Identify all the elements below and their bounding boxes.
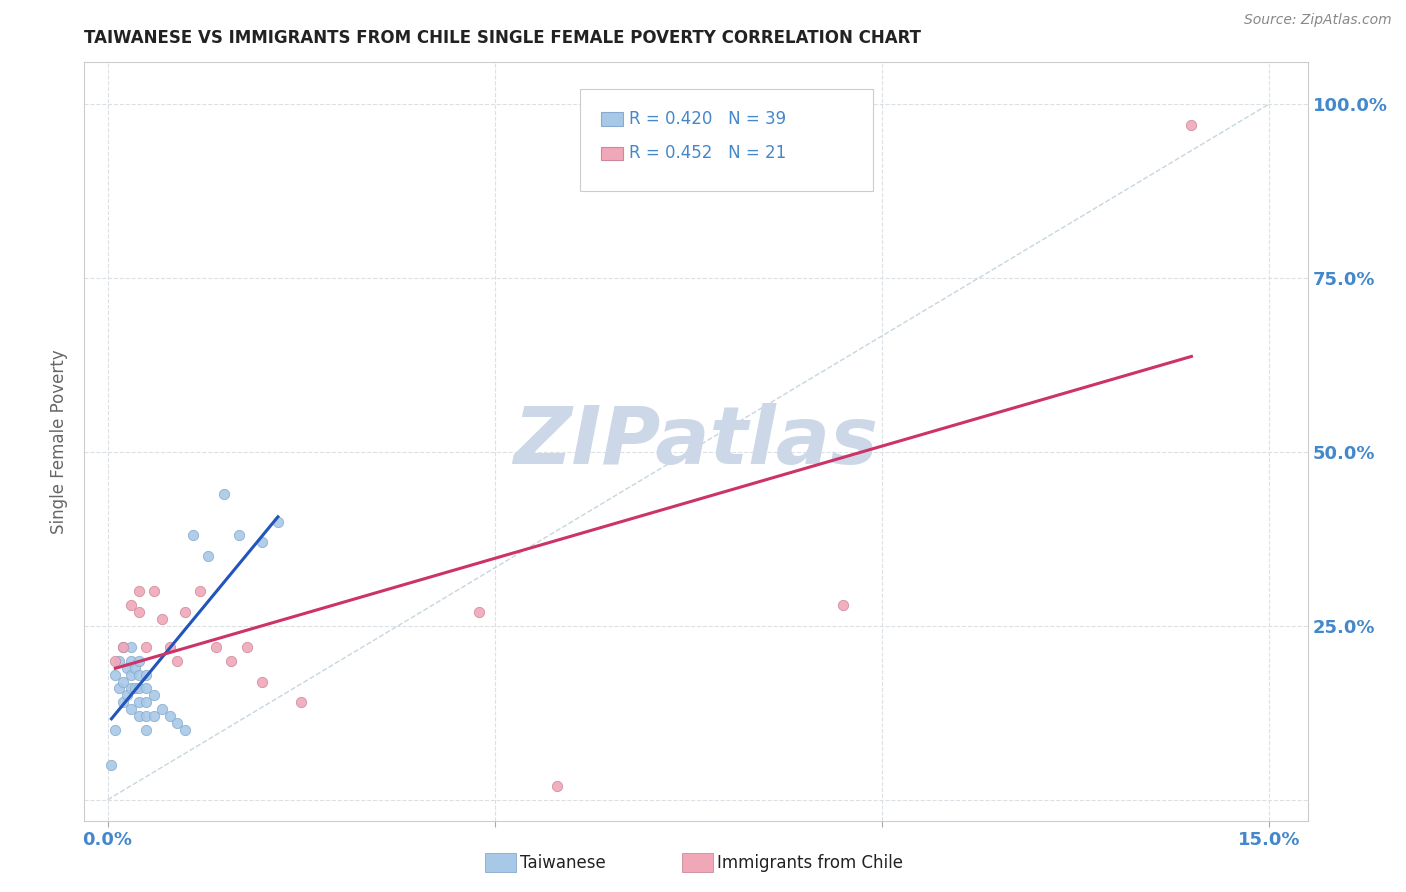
Y-axis label: Single Female Poverty: Single Female Poverty	[51, 350, 69, 533]
Text: R = 0.452   N = 21: R = 0.452 N = 21	[628, 145, 786, 162]
Point	[135, 695, 157, 709]
Point	[135, 640, 157, 654]
Point	[468, 605, 491, 619]
FancyBboxPatch shape	[600, 112, 623, 126]
Point	[104, 654, 127, 668]
Point	[197, 549, 219, 564]
FancyBboxPatch shape	[579, 89, 873, 191]
Point	[212, 486, 235, 500]
Point	[150, 702, 173, 716]
Point	[135, 667, 157, 681]
Point	[267, 515, 290, 529]
Point	[166, 716, 188, 731]
Point	[143, 584, 166, 599]
Point	[174, 723, 197, 738]
Point	[120, 702, 142, 716]
Point	[120, 681, 142, 696]
Text: TAIWANESE VS IMMIGRANTS FROM CHILE SINGLE FEMALE POVERTY CORRELATION CHART: TAIWANESE VS IMMIGRANTS FROM CHILE SINGL…	[84, 29, 921, 47]
Point	[236, 640, 259, 654]
Point	[190, 584, 212, 599]
Point	[112, 640, 135, 654]
Text: R = 0.420   N = 39: R = 0.420 N = 39	[628, 111, 786, 128]
Text: Source: ZipAtlas.com: Source: ZipAtlas.com	[1244, 13, 1392, 28]
Point	[124, 681, 146, 696]
Point	[112, 640, 135, 654]
Point	[108, 681, 131, 696]
Point	[120, 640, 142, 654]
Point	[252, 535, 274, 549]
Point	[128, 654, 150, 668]
Point	[228, 528, 250, 542]
Point	[128, 695, 150, 709]
Text: Taiwanese: Taiwanese	[520, 854, 606, 871]
Point	[124, 660, 146, 674]
Point	[252, 674, 274, 689]
Point	[150, 612, 173, 626]
Point	[104, 723, 127, 738]
Point	[128, 605, 150, 619]
Point	[546, 779, 568, 793]
FancyBboxPatch shape	[600, 146, 623, 161]
Point	[120, 598, 142, 612]
Point	[143, 709, 166, 723]
Point	[104, 667, 127, 681]
Text: ZIPatlas: ZIPatlas	[513, 402, 879, 481]
Point	[115, 660, 138, 674]
Point	[143, 689, 166, 703]
Point	[128, 681, 150, 696]
Point	[166, 654, 188, 668]
Point	[100, 758, 122, 772]
Point	[832, 598, 855, 612]
Point	[1180, 118, 1202, 132]
Point	[128, 709, 150, 723]
Point	[181, 528, 204, 542]
Point	[108, 654, 131, 668]
Point	[115, 689, 138, 703]
Point	[159, 709, 181, 723]
Point	[159, 640, 181, 654]
Point	[290, 695, 312, 709]
Point	[135, 681, 157, 696]
Point	[120, 667, 142, 681]
Point	[120, 654, 142, 668]
Point	[205, 640, 228, 654]
Point	[128, 667, 150, 681]
Point	[221, 654, 243, 668]
Point	[128, 584, 150, 599]
Point	[135, 723, 157, 738]
Point	[174, 605, 197, 619]
Point	[112, 674, 135, 689]
Point	[135, 709, 157, 723]
Text: Immigrants from Chile: Immigrants from Chile	[717, 854, 903, 871]
Point	[112, 695, 135, 709]
